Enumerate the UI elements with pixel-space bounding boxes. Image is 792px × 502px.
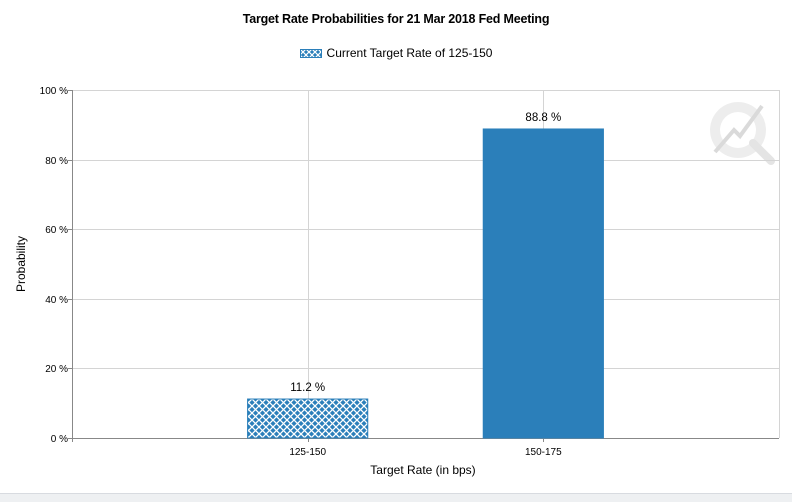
y-axis-label: Probability	[14, 236, 28, 292]
y-tick-label: 0 %	[51, 434, 68, 445]
chart-title: Target Rate Probabilities for 21 Mar 201…	[242, 12, 550, 26]
bar-125-150	[247, 398, 369, 439]
x-tick-label: 150-175	[525, 447, 562, 458]
y-tick-label: 80 %	[45, 156, 68, 167]
grid	[72, 90, 779, 439]
footer-strip	[0, 493, 792, 502]
bars	[247, 128, 604, 439]
labels: 0 % 20 % 40 % 60 % 80 % 100 % 11.2 % 125-150 88.…	[40, 86, 562, 458]
plot-frame	[68, 90, 780, 442]
legend: Current Target Rate of 125-150	[0, 46, 792, 60]
legend-swatch-hatched	[299, 49, 322, 58]
bar-150-175	[482, 128, 604, 439]
x-axis-label: Target Rate (in bps)	[370, 463, 475, 477]
y-tick-label: 40 %	[45, 295, 68, 306]
y-tick-label: 20 %	[45, 364, 68, 375]
y-tick-label: 60 %	[45, 225, 68, 236]
x-tick-label: 125-150	[289, 447, 326, 458]
watermark-logo	[710, 102, 775, 165]
bar-value-label: 11.2 %	[290, 382, 325, 394]
legend-label: Current Target Rate of 125-150	[326, 46, 493, 60]
bar-value-label: 88.8 %	[525, 112, 561, 124]
y-tick-label: 100 %	[40, 86, 68, 97]
